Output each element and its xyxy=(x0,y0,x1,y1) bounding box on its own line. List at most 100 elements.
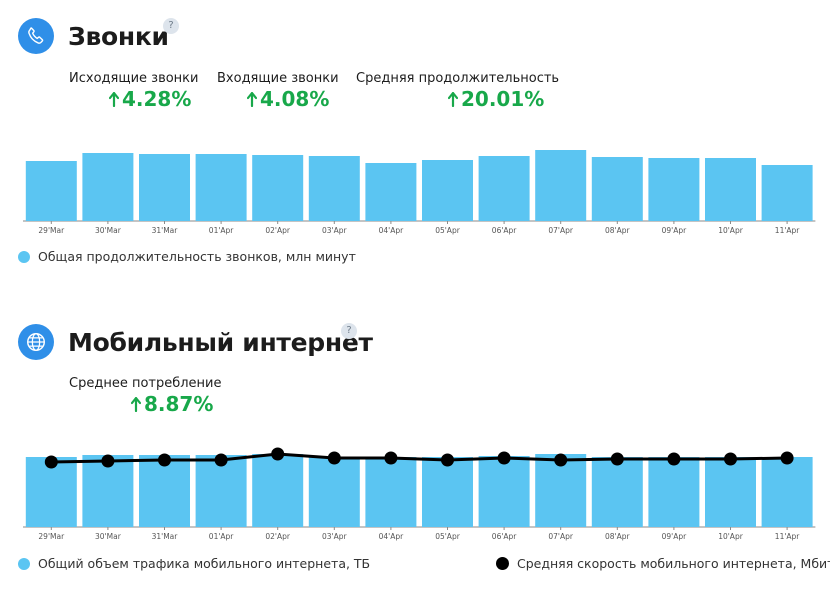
bar xyxy=(705,158,756,221)
line-point xyxy=(780,451,794,465)
metric-label: Среднее потребление xyxy=(69,376,222,391)
calls-bar-chart: 29'Mar 30'Mar 31'Mar 01'Apr 02'Apr 03'Apr 04'A… xyxy=(23,150,816,235)
x-tick-label: 11'Apr xyxy=(775,532,800,541)
calls-header: Звонки xyxy=(18,18,169,54)
x-tick-label: 10'Apr xyxy=(718,226,743,235)
metric-value: 4.28% xyxy=(122,87,192,111)
x-tick-label: 09'Apr xyxy=(662,532,687,541)
bar xyxy=(308,156,360,221)
x-tick-label: 02'Apr xyxy=(265,532,290,541)
metric-label: Исходящие звонки xyxy=(69,71,199,86)
bar xyxy=(25,457,77,527)
internet-section: Мобильный интернет ? Среднее потребление… xyxy=(0,300,830,590)
line-point xyxy=(44,455,58,469)
x-tick-label: 01'Apr xyxy=(209,532,234,541)
bar xyxy=(252,155,304,221)
metric-value-row: 4.28% xyxy=(109,87,198,111)
bar xyxy=(422,457,473,527)
bar xyxy=(648,457,700,527)
legend-swatch xyxy=(18,557,30,570)
x-tick-label: 05'Apr xyxy=(435,226,460,235)
x-tick-label: 06'Apr xyxy=(492,532,517,541)
arrow-up-icon xyxy=(448,91,458,107)
line-point xyxy=(101,454,115,468)
x-tick-label: 07'Apr xyxy=(548,532,573,541)
x-tick-label: 31'Mar xyxy=(152,532,179,541)
bar xyxy=(705,457,756,527)
bar xyxy=(139,154,190,221)
x-tick-label: 01'Apr xyxy=(209,226,234,235)
arrow-up-icon xyxy=(131,396,141,412)
line-point xyxy=(158,453,171,467)
bar xyxy=(648,158,700,221)
x-tick-label: 04'Apr xyxy=(379,226,404,235)
x-tick-label: 07'Apr xyxy=(548,226,573,235)
metric-value: 20.01% xyxy=(461,87,545,111)
line-point xyxy=(271,447,285,461)
bar xyxy=(535,150,587,221)
metric-duration: Средняя продолжительность 20.01% xyxy=(356,71,559,111)
legend-swatch xyxy=(18,250,30,263)
legend-swatch xyxy=(496,557,509,570)
x-tick-label: 11'Apr xyxy=(775,226,800,235)
bar xyxy=(591,457,643,527)
line-point xyxy=(384,451,398,465)
bar xyxy=(195,154,247,221)
internet-legend-bars: Общий объем трафика мобильного интернета… xyxy=(18,556,370,571)
arrow-up-icon xyxy=(247,91,257,107)
metric-value-row: 4.08% xyxy=(247,87,339,111)
line-point xyxy=(610,452,624,466)
x-tick-label: 29'Mar xyxy=(38,226,65,235)
line-point xyxy=(554,453,568,467)
internet-help-icon[interactable]: ? xyxy=(341,323,357,339)
legend-label: Средняя скорость мобильного интернета, М… xyxy=(517,556,830,571)
x-tick-label: 08'Apr xyxy=(605,226,630,235)
bar xyxy=(422,160,473,221)
internet-combo-chart: 29'Mar 30'Mar 31'Mar 01'Apr 02'Apr 03'Apr 04'A… xyxy=(23,447,816,541)
globe-icon xyxy=(18,324,54,360)
x-tick-label: 03'Apr xyxy=(322,532,347,541)
line-point xyxy=(724,452,737,466)
bar xyxy=(195,455,247,527)
calls-help-icon[interactable]: ? xyxy=(163,18,179,34)
x-tick-label: 08'Apr xyxy=(605,532,630,541)
legend-label: Общий объем трафика мобильного интернета… xyxy=(38,556,371,571)
bar xyxy=(139,455,190,527)
metric-value: 4.08% xyxy=(260,87,330,111)
phone-icon xyxy=(18,18,54,54)
x-tick-label: 04'Apr xyxy=(379,532,404,541)
line-point xyxy=(667,452,681,466)
internet-title: Мобильный интернет xyxy=(68,327,373,357)
bar xyxy=(478,156,530,221)
internet-header: Мобильный интернет xyxy=(18,324,373,360)
metric-value: 8.87% xyxy=(144,392,214,416)
x-tick-label: 10'Apr xyxy=(718,532,743,541)
line-point xyxy=(441,453,454,467)
x-tick-label: 30'Mar xyxy=(95,226,122,235)
bar xyxy=(308,457,360,527)
x-tick-label: 05'Apr xyxy=(435,532,460,541)
bar xyxy=(25,161,77,221)
bar xyxy=(591,157,643,221)
metric-label: Средняя продолжительность xyxy=(356,71,560,86)
metric-avg-consumption: Среднее потребление 8.87% xyxy=(69,376,222,416)
bar xyxy=(252,454,304,527)
bar xyxy=(82,153,134,221)
bar xyxy=(761,457,813,527)
line-point xyxy=(497,451,511,465)
calls-title: Звонки xyxy=(68,21,169,51)
x-tick-label: 31'Mar xyxy=(152,226,179,235)
internet-legend-line: Средняя скорость мобильного интернета, М… xyxy=(496,556,830,571)
metric-label: Входящие звонки xyxy=(217,71,339,86)
x-tick-label: 09'Apr xyxy=(662,226,687,235)
metric-value-row: 8.87% xyxy=(131,392,222,416)
speed-line xyxy=(51,452,788,464)
calls-section: Звонки ? Исходящие звонки 4.28% Входящие… xyxy=(18,18,816,264)
bar xyxy=(365,457,417,527)
line-point xyxy=(327,451,341,465)
calls-legend: Общая продолжительность звонков, млн мин… xyxy=(18,249,356,264)
metric-outgoing: Исходящие звонки 4.28% xyxy=(69,71,198,111)
metric-value-row: 20.01% xyxy=(448,87,559,111)
legend-label: Общая продолжительность звонков, млн мин… xyxy=(38,249,356,264)
bar xyxy=(761,165,813,221)
